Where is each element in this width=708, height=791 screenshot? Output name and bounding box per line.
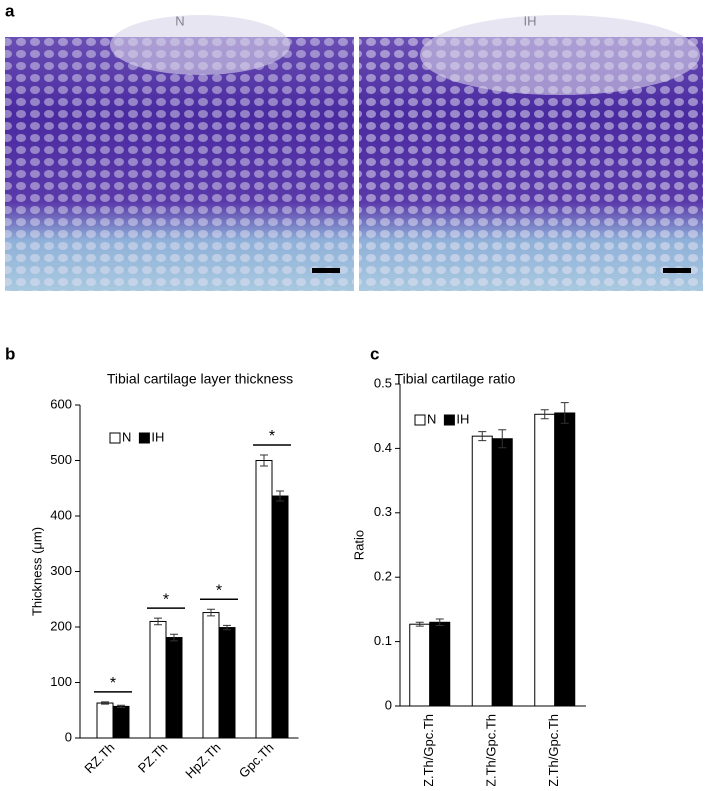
legend-label: N	[427, 411, 436, 426]
significance-marker: *	[163, 591, 169, 608]
chart-title: Tibial cartilage layer thickness	[107, 371, 293, 387]
error-bar	[170, 633, 178, 642]
legend-swatch	[443, 414, 455, 426]
error-bar	[101, 701, 109, 705]
legend-swatch	[414, 414, 426, 426]
y-tick-label: 0.2	[374, 569, 392, 584]
y-tick-label: 100	[50, 674, 72, 689]
y-tick-label: 200	[50, 618, 72, 633]
y-tick-label: 0.4	[374, 440, 392, 455]
bar	[491, 438, 513, 707]
bar	[409, 623, 431, 707]
error-bar	[223, 624, 231, 631]
error-bar	[478, 431, 487, 442]
significance-marker: *	[216, 582, 222, 599]
bar	[429, 621, 451, 707]
significance-marker: *	[269, 428, 275, 445]
bar	[471, 435, 493, 707]
panel-label: b	[5, 344, 15, 363]
x-tick-label: HpZ.Th	[182, 740, 223, 781]
y-tick-label: 0	[385, 697, 392, 712]
error-bar	[415, 621, 424, 627]
y-tick-label: 500	[50, 452, 72, 467]
y-tick-label: 0.5	[374, 375, 392, 390]
bar	[218, 627, 236, 739]
bar	[165, 637, 183, 739]
bar	[271, 495, 289, 739]
panel-label: c	[370, 344, 379, 363]
x-tick-label: RZ.Th/Gpc.Th	[421, 714, 436, 786]
micrograph	[5, 15, 354, 291]
error-bar	[560, 402, 569, 424]
legend-label: IH	[456, 411, 469, 426]
error-bar	[117, 704, 125, 708]
x-tick-label: HpZ.Th/Gpc.Th	[546, 714, 561, 786]
legend-label: N	[122, 429, 131, 444]
bar	[534, 413, 556, 707]
y-tick-label: 0.1	[374, 633, 392, 648]
y-tick-label: 0	[65, 729, 72, 744]
y-axis-label: Ratio	[351, 530, 366, 560]
error-bar	[498, 429, 507, 449]
y-tick-label: 400	[50, 507, 72, 522]
panel-label: a	[5, 1, 15, 20]
legend-swatch	[109, 432, 121, 444]
x-tick-label: PZ.Th	[135, 740, 171, 776]
error-bar	[276, 490, 284, 502]
y-tick-label: 300	[50, 563, 72, 578]
error-bar	[435, 618, 444, 626]
error-bar	[540, 409, 549, 420]
y-tick-label: 600	[50, 396, 72, 411]
bar	[554, 412, 576, 707]
error-bar	[207, 608, 215, 617]
bar	[96, 702, 114, 739]
bar	[202, 612, 220, 739]
bar	[112, 705, 130, 739]
legend-label: IH	[151, 429, 164, 444]
error-bar	[260, 454, 268, 467]
x-tick-label: RZ.Th	[81, 740, 117, 776]
y-tick-label: 0.3	[374, 504, 392, 519]
significance-marker: *	[110, 675, 116, 692]
error-bar	[154, 617, 162, 626]
y-axis-label: Thickness (μm)	[29, 527, 44, 616]
legend-swatch	[138, 432, 150, 444]
bar	[255, 460, 273, 739]
x-tick-label: PZ.Th/Gpc.Th	[484, 714, 499, 786]
chart-title: Tibial cartilage ratio	[395, 371, 516, 387]
bar	[149, 620, 167, 739]
x-tick-label: Gpc.Th	[236, 740, 277, 781]
micrograph	[359, 15, 703, 291]
